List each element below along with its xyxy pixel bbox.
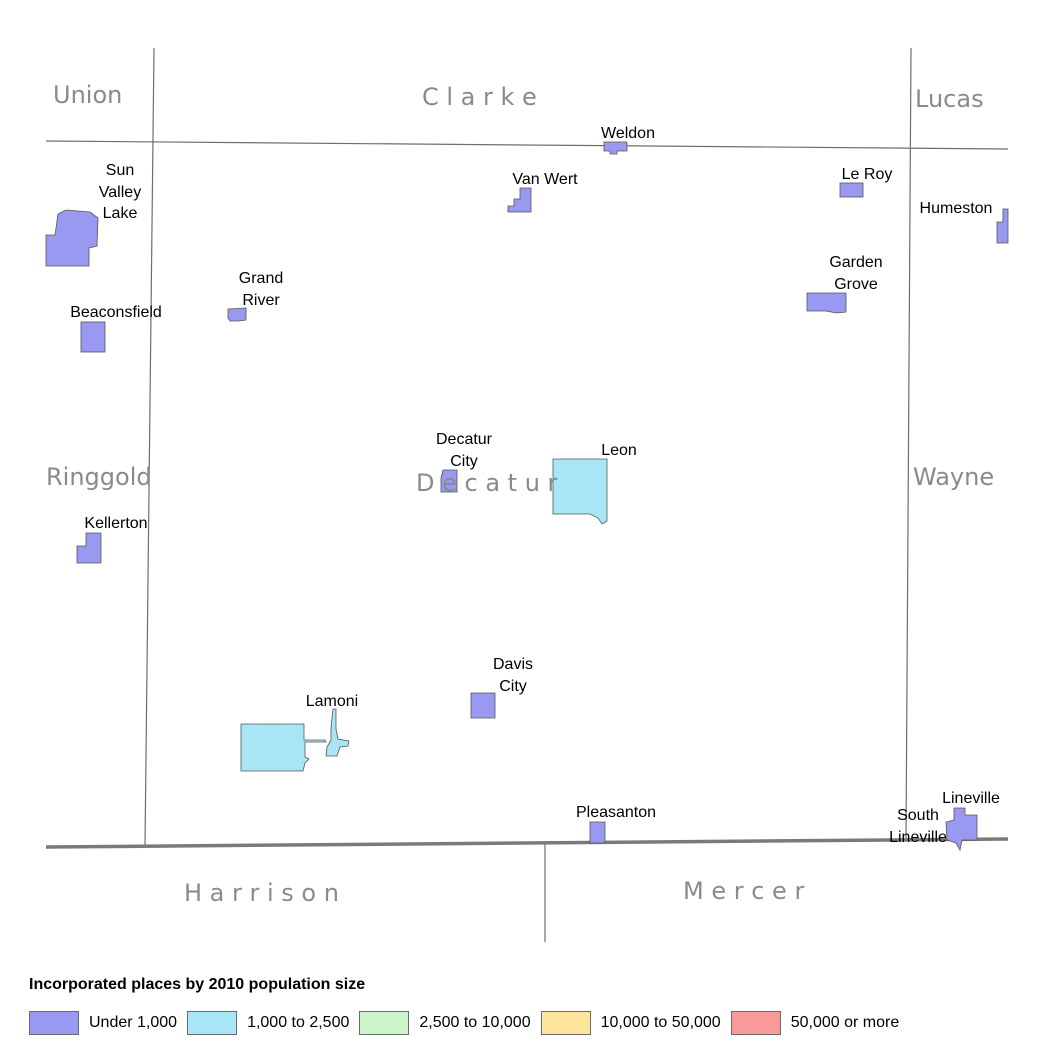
place-label-garden-grove-1: Garden: [829, 254, 882, 271]
boundary-north: [45, 140, 1009, 150]
place-label-kellerton: Kellerton: [84, 515, 147, 532]
place-label-south-lineville-2: Lineville: [889, 829, 947, 846]
place-label-sun-valley-lake-2: Valley: [99, 184, 141, 201]
place-label-lamoni: Lamoni: [306, 693, 358, 710]
county-map: Union C l a r k e Lucas Ringgold D e c a…: [45, 47, 1009, 942]
county-label-union: Union: [53, 81, 122, 109]
place-shape-weldon: [603, 141, 628, 155]
place-shape-grand-river: [227, 307, 247, 322]
place-label-beaconsfield: Beaconsfield: [70, 304, 162, 321]
place-shape-kellerton: [76, 532, 102, 564]
place-label-south-lineville-1: South: [897, 807, 939, 824]
places-under-1000: [45, 141, 1009, 852]
county-label-mercer: M e r c e r: [683, 877, 804, 905]
place-label-le-roy: Le Roy: [842, 166, 893, 183]
place-shape-garden-grove: [806, 292, 847, 314]
boundary-east: [905, 47, 912, 841]
place-shape-humeston: [996, 208, 1009, 244]
county-label-decatur: D e c a t u r: [416, 469, 558, 497]
place-shape-sun-valley-lake: [45, 209, 99, 267]
legend-label: 10,000 to 50,000: [600, 1014, 721, 1031]
place-label-leon: Leon: [601, 442, 637, 459]
place-labels: Weldon Sun Valley Lake Van Wert Le Roy H…: [70, 125, 1000, 846]
place-shape-pleasanton: [589, 821, 606, 844]
legend-title: Incorporated places by 2010 population s…: [29, 976, 366, 993]
county-label-lucas: Lucas: [915, 85, 984, 113]
places-1000-to-2500: [240, 458, 608, 772]
place-label-lineville: Lineville: [942, 790, 1000, 807]
place-label-weldon: Weldon: [601, 125, 655, 142]
county-labels: Union C l a r k e Lucas Ringgold D e c a…: [46, 81, 994, 907]
place-shape-beaconsfield: [80, 321, 106, 353]
place-label-davis-city-1: Davis: [493, 656, 533, 673]
legend-swatch: [187, 1011, 238, 1035]
legend-swatch: [540, 1011, 591, 1035]
place-shape-le-roy: [839, 182, 864, 198]
place-label-decatur-city-2: City: [450, 453, 478, 470]
place-label-davis-city-2: City: [499, 678, 527, 695]
place-label-decatur-city-1: Decatur: [436, 431, 493, 448]
boundary-west: [144, 47, 155, 847]
place-shape-van-wert: [507, 187, 532, 213]
place-label-van-wert: Van Wert: [512, 171, 578, 188]
county-label-harrison: H a r r i s o n: [184, 879, 339, 907]
place-label-humeston: Humeston: [920, 200, 993, 217]
county-label-wayne: Wayne: [913, 463, 994, 491]
place-label-pleasanton: Pleasanton: [576, 804, 656, 821]
place-label-grand-river-1: Grand: [239, 270, 283, 287]
place-shape-lineville: [945, 807, 978, 852]
place-shape-decatur-city: [440, 469, 458, 493]
legend-label: Under 1,000: [89, 1014, 178, 1031]
legend-items: Under 1,000 1,000 to 2,500 2,500 to 10,0…: [29, 1010, 909, 1036]
legend-item-50000-plus: 50,000 or more: [730, 1011, 900, 1035]
place-label-sun-valley-lake-3: Lake: [103, 205, 138, 222]
place-label-sun-valley-lake-1: Sun: [106, 162, 134, 179]
place-label-garden-grove-2: Grove: [834, 276, 878, 293]
legend-swatch: [730, 1011, 781, 1035]
legend-label: 1,000 to 2,500: [247, 1014, 350, 1031]
county-label-ringgold: Ringgold: [46, 463, 152, 491]
county-boundaries: [45, 47, 1009, 942]
legend-item-2500-to-10000: 2,500 to 10,000: [359, 1011, 531, 1035]
legend-swatch: [359, 1011, 410, 1035]
place-label-grand-river-2: River: [242, 292, 280, 309]
state-line: [45, 837, 1009, 849]
legend-label: 50,000 or more: [790, 1014, 900, 1031]
place-shape-lamoni-annex: [325, 708, 350, 757]
legend-swatch: [29, 1011, 79, 1035]
place-shape-lamoni: [240, 723, 327, 772]
legend-label: 2,500 to 10,000: [419, 1014, 531, 1031]
county-label-clarke: C l a r k e: [422, 83, 537, 111]
legend-item-10000-to-50000: 10,000 to 50,000: [540, 1011, 721, 1035]
legend-item-1000-to-2500: 1,000 to 2,500: [187, 1011, 349, 1035]
place-shape-davis-city: [470, 692, 496, 719]
place-shape-leon: [552, 458, 608, 525]
legend-item-under-1000: Under 1,000: [29, 1011, 177, 1035]
